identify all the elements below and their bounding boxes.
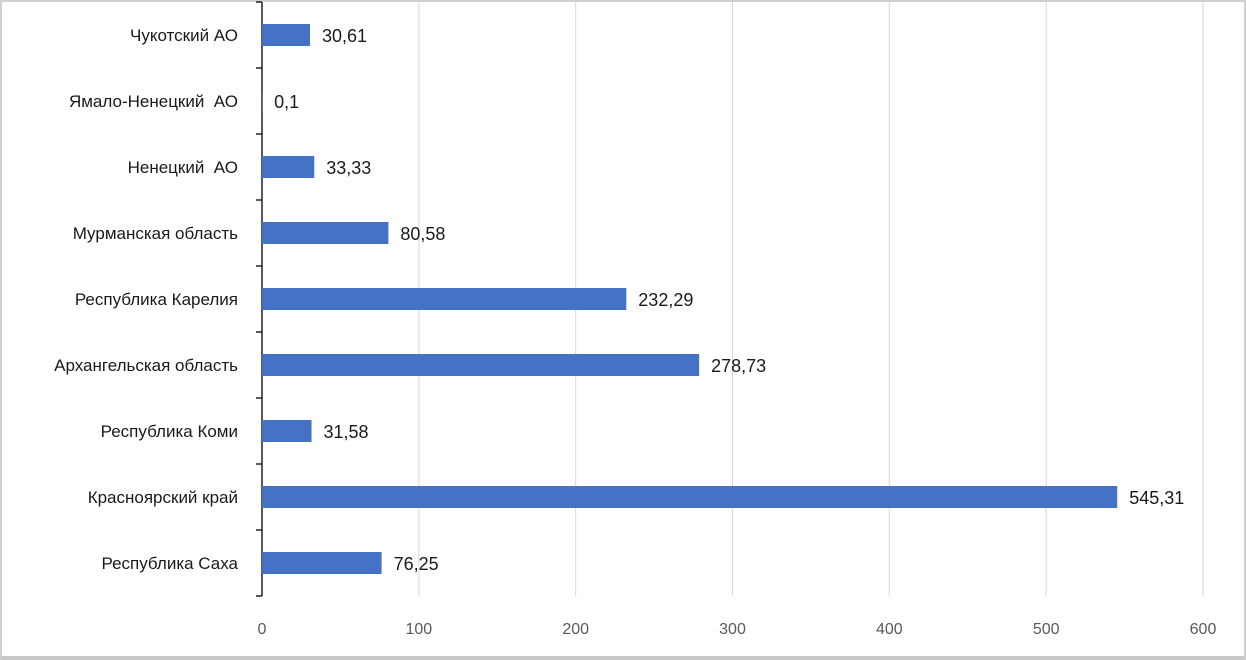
bar: [262, 354, 700, 376]
x-tick-label: 600: [1190, 621, 1217, 638]
data-label: 33,33: [326, 158, 371, 178]
category-label: Мурманская область: [73, 224, 238, 243]
bar: [262, 156, 315, 178]
data-label: 545,31: [1129, 488, 1184, 508]
data-label: 31,58: [324, 422, 369, 442]
data-label: 278,73: [711, 356, 766, 376]
bar: [262, 24, 311, 46]
data-label: 0,1: [274, 92, 299, 112]
category-label: Республика Саха: [101, 554, 238, 573]
x-tick-label: 300: [719, 621, 746, 638]
category-label: Ненецкий АО: [128, 158, 238, 177]
category-label: Ямало-Ненецкий АО: [69, 92, 238, 111]
x-tick-label: 400: [876, 621, 903, 638]
data-label: 232,29: [638, 290, 693, 310]
category-label: Чукотский АО: [130, 26, 238, 45]
x-tick-label: 200: [562, 621, 589, 638]
data-label: 76,25: [394, 554, 439, 574]
x-tick-label: 100: [405, 621, 432, 638]
category-label: Архангельская область: [54, 356, 238, 375]
x-tick-label: 500: [1033, 621, 1060, 638]
x-tick-label: 0: [258, 621, 267, 638]
bar: [262, 222, 389, 244]
category-label: Республика Коми: [101, 422, 238, 441]
bar: [262, 288, 627, 310]
data-label: 30,61: [322, 26, 367, 46]
category-label: Республика Карелия: [75, 290, 238, 309]
data-label: 80,58: [400, 224, 445, 244]
bar: [262, 486, 1118, 508]
category-label: Красноярский край: [88, 488, 238, 507]
bar: [262, 420, 312, 442]
bar: [262, 552, 382, 574]
